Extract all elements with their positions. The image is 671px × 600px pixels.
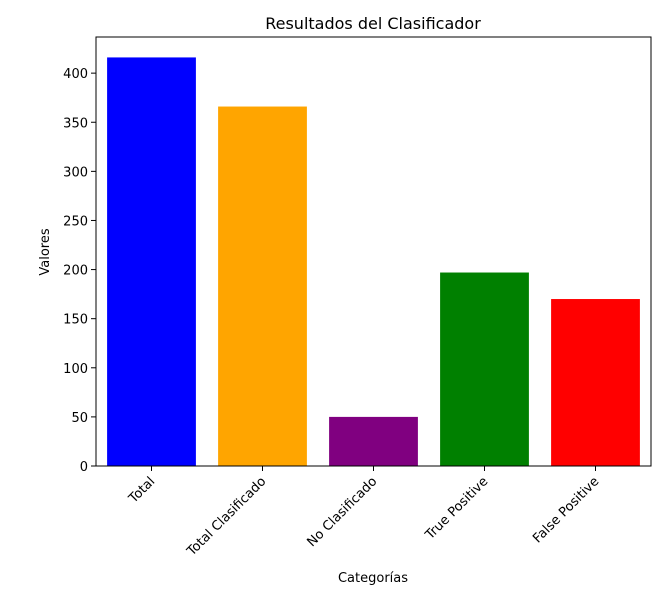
bar-total [107,57,196,467]
y-tick-label-250: 250 [63,214,88,229]
x-axis-label: Categorías [338,571,408,586]
y-tick-label-200: 200 [63,264,88,279]
bar-total-clasificado [218,106,307,467]
y-axis: 0 50 100 150 200 250 300 350 400 [63,67,96,475]
y-tick-label-300: 300 [63,165,88,180]
y-tick-label-100: 100 [63,362,88,377]
bar-true-positive [440,272,529,466]
chart-title: Resultados del Clasificador [265,14,481,33]
x-tick-label-false-positive: False Positive [530,474,602,546]
x-tick-label-total: Total [126,474,159,507]
bars-group [107,57,640,467]
y-tick-label-400: 400 [63,67,88,82]
y-tick-label-150: 150 [63,313,88,328]
y-tick-label-50: 50 [71,411,88,426]
bar-no-clasificado [329,416,418,466]
y-axis-label: Valores [38,228,53,275]
x-tick-label-true-positive: True Positive [422,474,491,543]
x-tick-label-no-clasificado: No Clasificado [304,474,380,550]
x-axis: Total Total Clasificado No Clasificado True… [126,466,602,560]
bar-false-positive [551,299,640,466]
y-tick-label-0: 0 [80,460,88,475]
y-tick-label-350: 350 [63,116,88,131]
x-tick-label-total-clasificado: Total Clasificado [184,474,270,560]
